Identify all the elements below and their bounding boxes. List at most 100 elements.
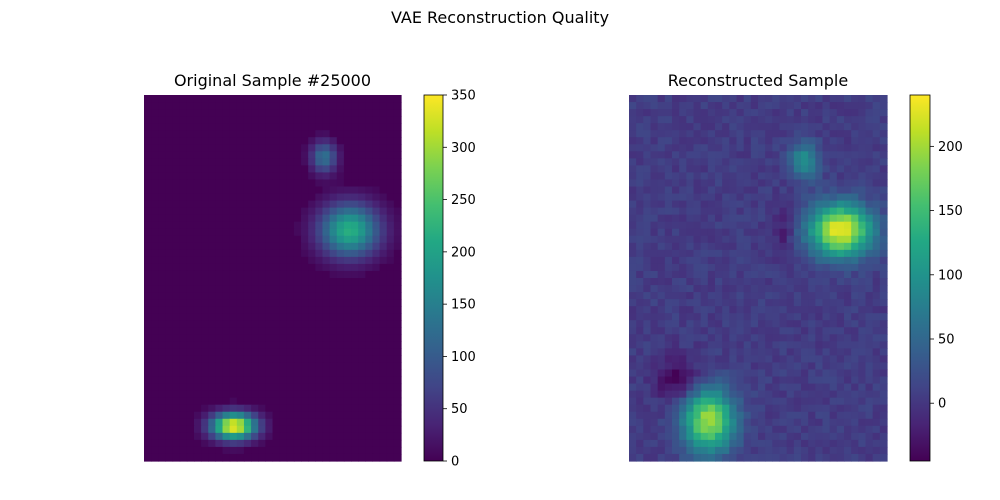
heatmap-cell [865, 221, 874, 230]
heatmap-cell [865, 137, 874, 145]
heatmap-cell [858, 390, 867, 399]
heatmap-cell [251, 165, 259, 174]
heatmap-cell [236, 186, 245, 195]
heatmap-cell [736, 95, 745, 103]
heatmap-cell [657, 425, 666, 434]
heatmap-cell [393, 348, 402, 357]
heatmap-cell [286, 116, 295, 124]
heatmap-cell [736, 299, 745, 307]
heatmap-cell [822, 376, 831, 385]
heatmap-cell [272, 418, 281, 427]
heatmap-cell [636, 95, 644, 103]
heatmap-cell [151, 313, 159, 321]
heatmap-cell [179, 334, 188, 342]
heatmap-cell [672, 334, 680, 342]
heatmap-cell [822, 95, 831, 103]
heatmap-cell [636, 221, 644, 230]
heatmap-cell [272, 207, 281, 216]
heatmap-cell [772, 306, 781, 314]
heatmap-cell [179, 151, 188, 159]
heatmap-cell [279, 207, 288, 216]
heatmap-cell [258, 186, 266, 195]
heatmap-cell [829, 432, 838, 441]
heatmap-cell [379, 165, 388, 174]
heatmap-cell [686, 256, 695, 265]
heatmap-cell [715, 172, 723, 181]
reconstructed-heatmap [629, 95, 888, 462]
heatmap-cell [343, 172, 352, 181]
heatmap-cell [151, 158, 159, 166]
heatmap-cell [822, 292, 831, 300]
heatmap-cell [657, 249, 666, 258]
heatmap-cell [243, 151, 252, 159]
heatmap-cell [636, 425, 644, 434]
heatmap-cell [179, 235, 188, 244]
heatmap-cell [286, 172, 295, 181]
heatmap-cell [836, 130, 845, 138]
heatmap-cell [872, 200, 881, 209]
heatmap-cell [151, 418, 159, 427]
heatmap-cell [657, 144, 666, 152]
heatmap-cell [815, 186, 824, 195]
heatmap-cell [707, 285, 716, 293]
heatmap-cell [372, 165, 381, 174]
heatmap-cell [650, 249, 659, 258]
heatmap-cell [265, 116, 274, 124]
heatmap-cell [686, 144, 695, 152]
heatmap-cell [258, 221, 266, 230]
heatmap-cell [815, 348, 824, 357]
heatmap-cell [301, 249, 309, 258]
heatmap-cell [222, 235, 231, 244]
heatmap-cell [179, 306, 188, 314]
heatmap-cell [879, 165, 888, 174]
heatmap-cell [329, 151, 338, 159]
heatmap-cell [808, 200, 816, 209]
heatmap-cell [793, 109, 802, 117]
heatmap-cell [693, 130, 702, 138]
heatmap-cell [265, 362, 274, 371]
heatmap-cell [336, 306, 345, 314]
heatmap-cell [322, 151, 331, 159]
heatmap-cell [393, 137, 402, 145]
heatmap-cell [664, 235, 673, 244]
heatmap-cell [172, 404, 181, 413]
heatmap-cell [650, 235, 659, 244]
heatmap-cell [193, 207, 202, 216]
heatmap-cell [750, 313, 759, 321]
heatmap-cell [186, 137, 195, 145]
heatmap-cell [829, 383, 838, 392]
heatmap-cell [151, 306, 159, 314]
heatmap-cell [858, 123, 867, 131]
heatmap-cell [844, 411, 852, 420]
heatmap-cell [222, 369, 231, 378]
heatmap-cell [851, 292, 859, 300]
heatmap-cell [193, 327, 202, 335]
heatmap-cell [372, 292, 381, 300]
heatmap-cell [729, 221, 738, 230]
heatmap-cell [750, 292, 759, 300]
heatmap-cell [679, 144, 687, 152]
heatmap-cell [743, 397, 752, 406]
heatmap-cell [786, 355, 795, 364]
heatmap-cell [301, 263, 309, 272]
heatmap-cell [758, 242, 766, 251]
heatmap-cell [643, 221, 652, 230]
heatmap-cell [629, 102, 637, 110]
heatmap-cell [201, 207, 209, 216]
heatmap-cell [286, 341, 295, 349]
heatmap-cell [736, 242, 745, 251]
heatmap-cell [736, 285, 745, 293]
heatmap-cell [272, 292, 281, 300]
heatmap-cell [193, 418, 202, 427]
heatmap-cell [879, 453, 888, 462]
heatmap-cell [258, 355, 266, 364]
heatmap-cell [672, 193, 680, 202]
heatmap-cell [879, 327, 888, 335]
heatmap-cell [700, 200, 709, 209]
heatmap-cell [258, 334, 266, 342]
heatmap-cell [851, 130, 859, 138]
heatmap-cell [151, 411, 159, 420]
heatmap-cell [765, 200, 773, 209]
heatmap-cell [165, 123, 174, 131]
heatmap-cell [158, 256, 167, 265]
